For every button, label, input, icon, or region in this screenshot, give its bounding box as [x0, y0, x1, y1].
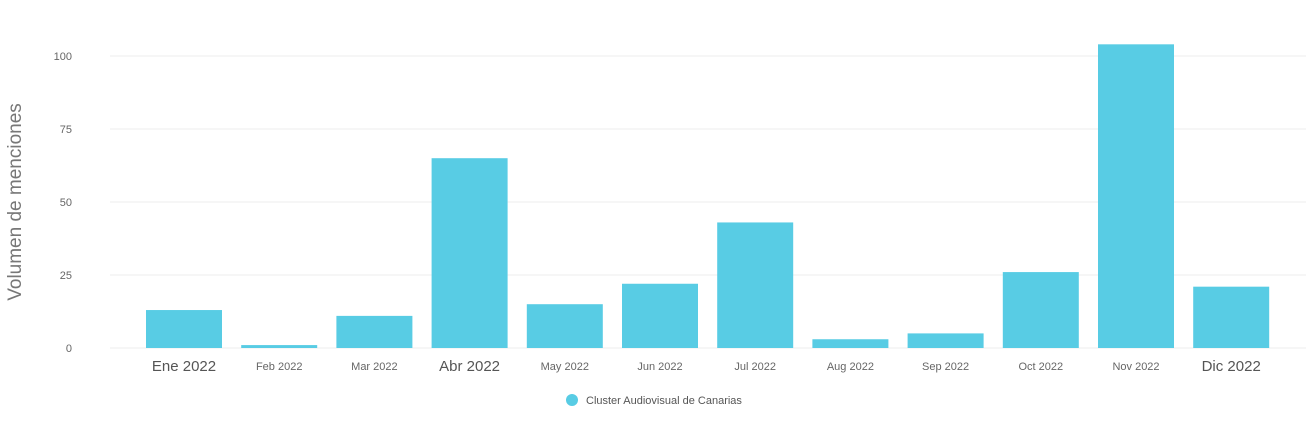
x-tick-label: Jun 2022	[637, 361, 682, 373]
bar[interactable]	[526, 304, 603, 348]
x-tick-label: Ene 2022	[152, 358, 216, 375]
x-tick-label: Feb 2022	[256, 361, 302, 373]
bar[interactable]	[1193, 286, 1270, 348]
bar[interactable]	[907, 333, 984, 348]
bar[interactable]	[622, 283, 698, 348]
x-tick-label: Sep 2022	[922, 361, 969, 373]
x-tick-label: Jul 2022	[734, 361, 776, 373]
bar[interactable]	[717, 222, 794, 348]
y-tick-label: 50	[60, 197, 72, 209]
bar[interactable]	[146, 310, 222, 348]
y-tick-label: 100	[54, 51, 72, 63]
bar[interactable]	[241, 345, 318, 348]
x-tick-label: Mar 2022	[351, 361, 397, 373]
x-tick-label: Oct 2022	[1018, 361, 1063, 373]
bar[interactable]	[431, 158, 508, 348]
bar[interactable]	[812, 339, 889, 348]
legend-marker	[566, 394, 578, 406]
legend-label: Cluster Audiovisual de Canarias	[586, 395, 742, 407]
x-tick-label: May 2022	[541, 361, 589, 373]
y-tick-label: 0	[66, 343, 72, 355]
x-tick-label: Dic 2022	[1202, 358, 1261, 375]
bar[interactable]	[1002, 272, 1079, 348]
bar[interactable]	[336, 315, 413, 348]
x-tick-label: Nov 2022	[1112, 361, 1159, 373]
x-tick-label: Abr 2022	[439, 358, 500, 375]
bars	[146, 44, 1270, 348]
y-axis-ticks: 0 25 50 75 100	[54, 51, 72, 355]
y-axis-label: Volumen de menciones	[5, 103, 26, 301]
y-tick-label: 25	[60, 270, 72, 282]
y-tick-label: 75	[60, 124, 72, 136]
legend[interactable]: Cluster Audiovisual de Canarias	[566, 394, 742, 407]
x-tick-label: Aug 2022	[827, 361, 874, 373]
bar[interactable]	[1098, 44, 1174, 348]
x-axis-ticks: Ene 2022 Feb 2022 Mar 2022 Abr 2022 May 2022…	[152, 358, 1261, 375]
